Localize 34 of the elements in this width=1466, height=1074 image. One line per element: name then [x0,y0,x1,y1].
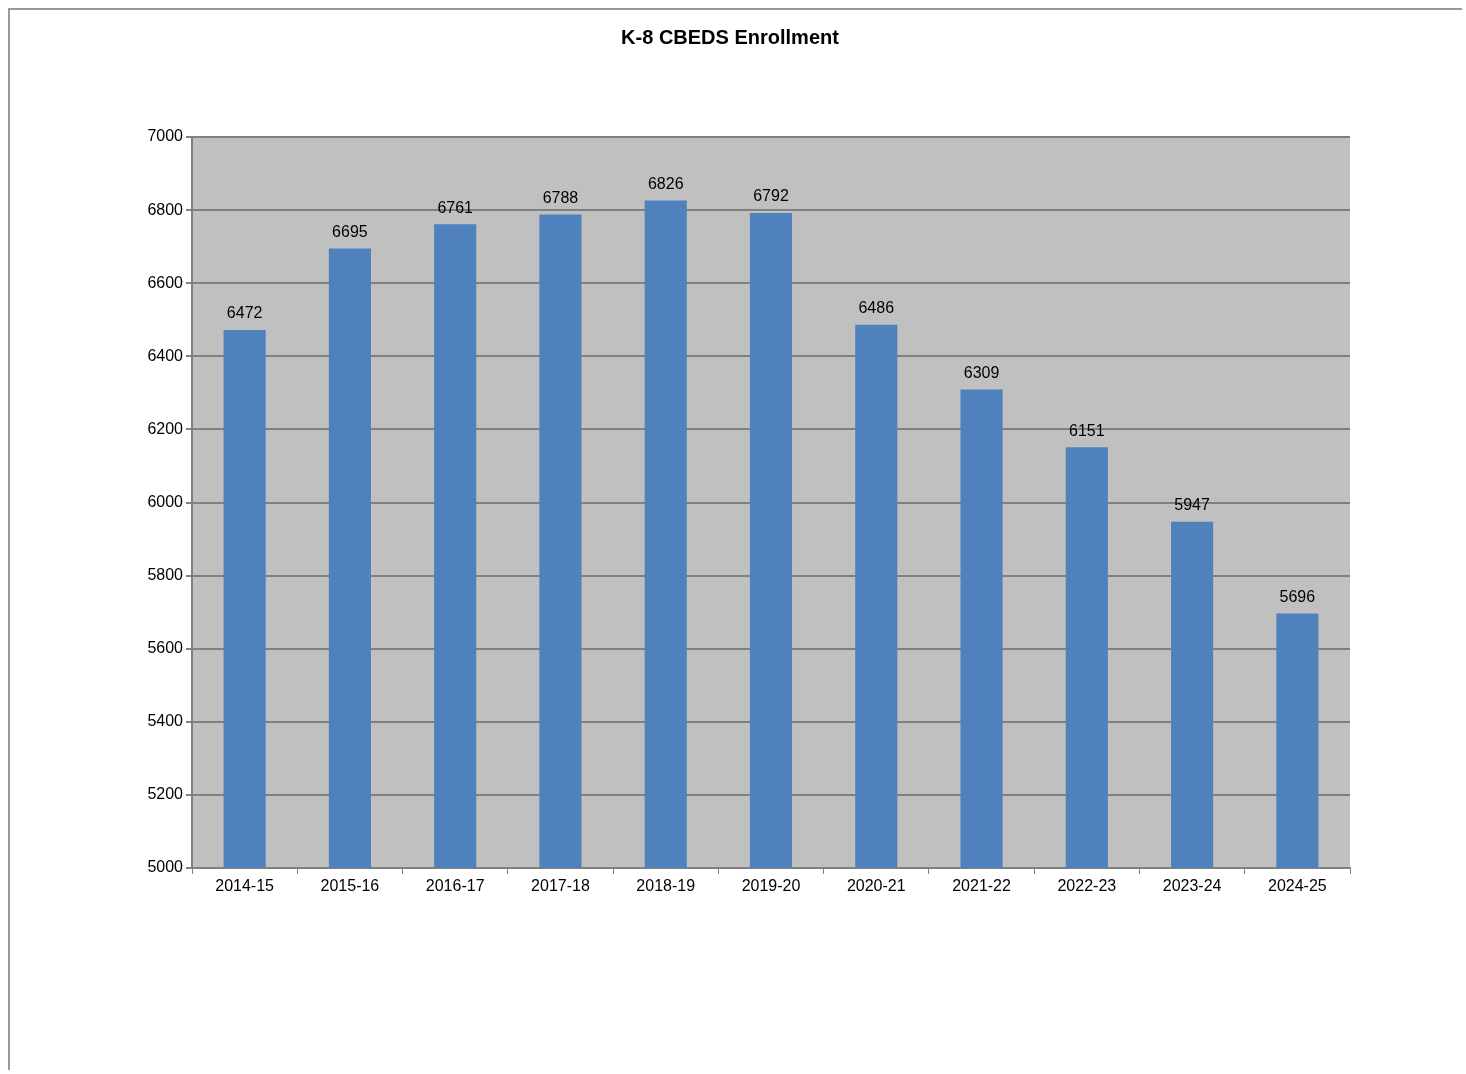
chart-title: K-8 CBEDS Enrollment [621,25,840,48]
data-label: 6788 [542,188,579,206]
x-tick-label: 2015-16 [320,877,380,895]
x-tick-label: 2021-22 [952,877,1012,895]
data-label: 6472 [226,304,263,322]
y-tick-label: 5800 [147,566,184,584]
y-tick-label: 5400 [147,712,184,730]
x-tick-label: 2023-24 [1162,877,1222,895]
x-tick-label: 2024-25 [1268,877,1327,895]
x-tick-label: 2022-23 [1057,877,1117,895]
data-label: 6695 [332,222,368,240]
data-label: 6761 [437,198,474,216]
x-tick-label: 2017-18 [531,877,590,895]
y-tick-label: 5000 [147,858,184,876]
x-tick-label: 2016-17 [425,877,485,895]
data-label: 6309 [963,363,1000,381]
x-tick-label: 2018-19 [636,877,696,895]
data-label: 6151 [1069,421,1105,439]
data-label: 5947 [1174,496,1210,514]
data-label: 5696 [1279,588,1316,606]
y-tick-label: 5200 [147,785,184,803]
y-tick-label: 7000 [147,127,184,145]
data-label: 6792 [753,187,789,205]
data-label: 6826 [647,175,684,192]
y-tick-label: 6200 [147,419,184,437]
y-tick-label: 6800 [147,200,184,218]
y-tick-label: 6600 [147,273,184,291]
x-tick-label: 2014-15 [215,877,275,895]
y-tick-label: 5600 [147,639,184,657]
x-tick-label: 2019-20 [741,877,801,895]
data-label: 6486 [858,299,895,317]
y-tick-label: 6000 [147,492,184,510]
x-tick-label: 2020-21 [846,877,906,895]
y-tick-label: 6400 [147,346,184,364]
